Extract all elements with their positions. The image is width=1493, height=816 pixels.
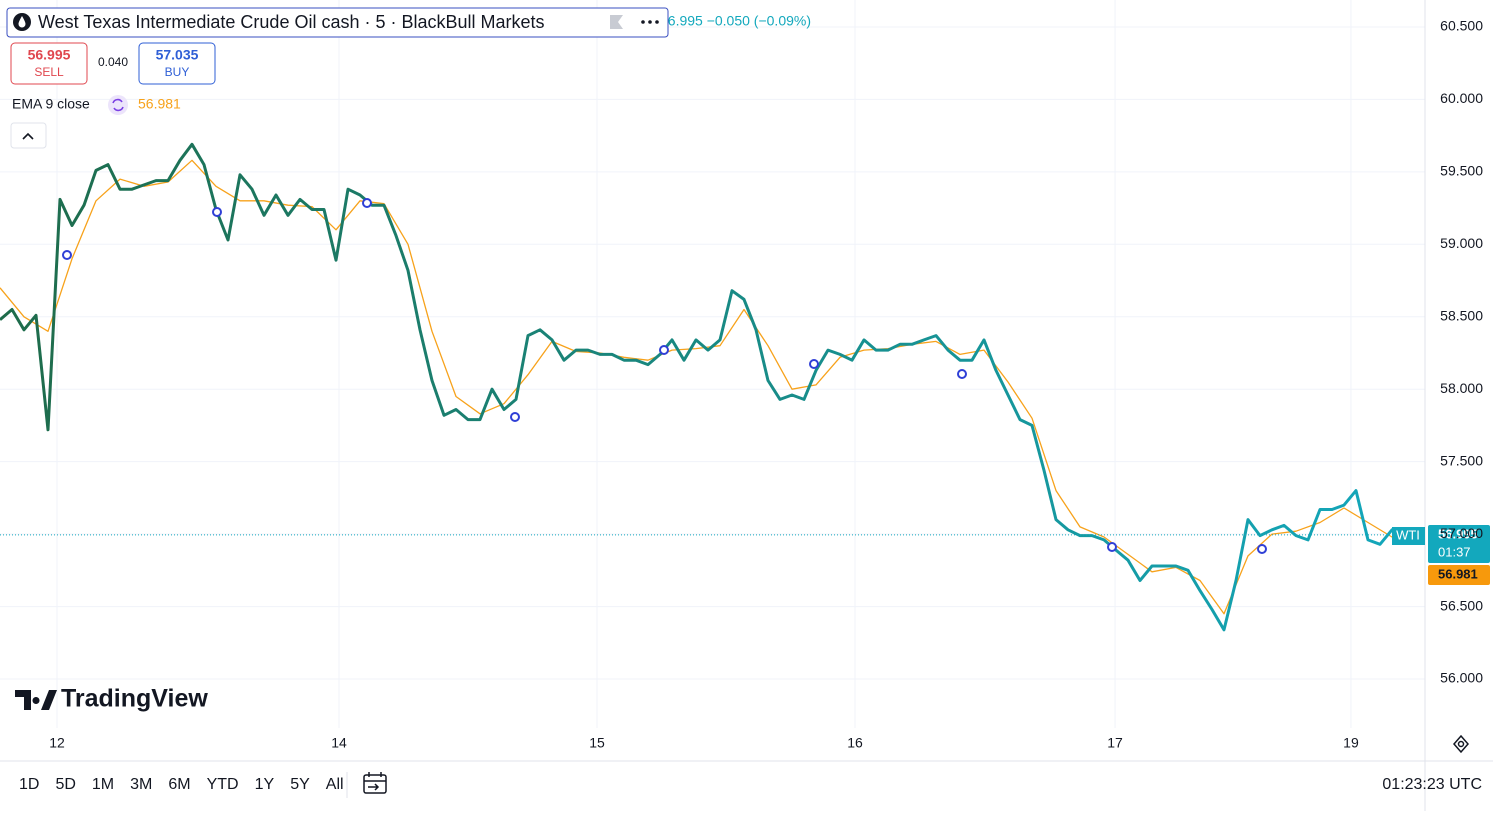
ema-line [0,159,1417,615]
countdown: 01:37 [1438,544,1471,559]
price-tag: 56.995 [1438,526,1478,541]
x-tick-label: 19 [1343,735,1359,751]
y-tick-label: 56.000 [1440,670,1483,686]
clock: 01:23:23 UTC [1382,776,1482,793]
y-tick-label: 60.500 [1440,18,1483,34]
sell-button[interactable] [10,42,88,85]
price-line [0,142,1417,632]
symbol-title: West Texas Intermediate Crude Oil cash ·… [38,12,545,32]
sell-label: SELL [34,65,64,79]
range-button[interactable]: YTD [207,776,239,793]
settings-icon[interactable] [1453,734,1469,754]
symbol-box[interactable] [6,7,669,38]
ema-tag-box [1428,565,1490,585]
range-button[interactable]: 3M [130,776,152,793]
buy-button[interactable] [138,42,216,85]
y-tick-label: 60.000 [1440,90,1483,106]
range-button[interactable]: 5D [55,776,75,793]
x-tick-label: 14 [331,735,347,751]
range-button[interactable]: All [326,776,344,793]
range-button[interactable]: 1Y [255,776,275,793]
flag-icon[interactable] [610,15,623,29]
y-tick-label: 57.000 [1440,525,1483,541]
date-range-icon[interactable] [363,772,387,794]
ema-tag: 56.981 [1438,566,1478,581]
x-tick-label: 12 [49,735,65,751]
y-tick-label: 58.500 [1440,307,1483,323]
sell-price: 56.995 [28,47,71,63]
symbol-tag: WTI [1396,527,1420,542]
y-tick-label: 59.000 [1440,235,1483,251]
y-tick-label: 58.000 [1440,380,1483,396]
spread: 0.040 [98,55,128,69]
range-button[interactable]: 5Y [290,776,310,793]
event-markers [62,198,1267,554]
range-button[interactable]: 1D [19,776,39,793]
symbol-tag-box [1392,527,1425,545]
x-tick-label: 17 [1107,735,1123,751]
y-tick-label: 59.500 [1440,163,1483,179]
y-tick-label: 57.500 [1440,452,1483,468]
y-tick-label: 56.500 [1440,597,1483,613]
x-tick-label: 15 [589,735,605,751]
buy-label: BUY [165,65,190,79]
x-tick-label: 16 [847,735,863,751]
indicator-name: EMA 9 close [12,96,90,112]
logo-mark [15,690,57,710]
change: 56.995 −0.050 (−0.09%) [660,13,811,29]
indicator-icon[interactable] [108,95,128,115]
range-button[interactable]: 6M [168,776,190,793]
more-icon[interactable] [641,20,659,24]
indicator-value: 56.981 [138,96,181,112]
price-tag-box [1428,525,1490,563]
logo: TradingView [61,685,208,713]
buy-price: 57.035 [156,47,199,63]
range-button[interactable]: 1M [92,776,114,793]
